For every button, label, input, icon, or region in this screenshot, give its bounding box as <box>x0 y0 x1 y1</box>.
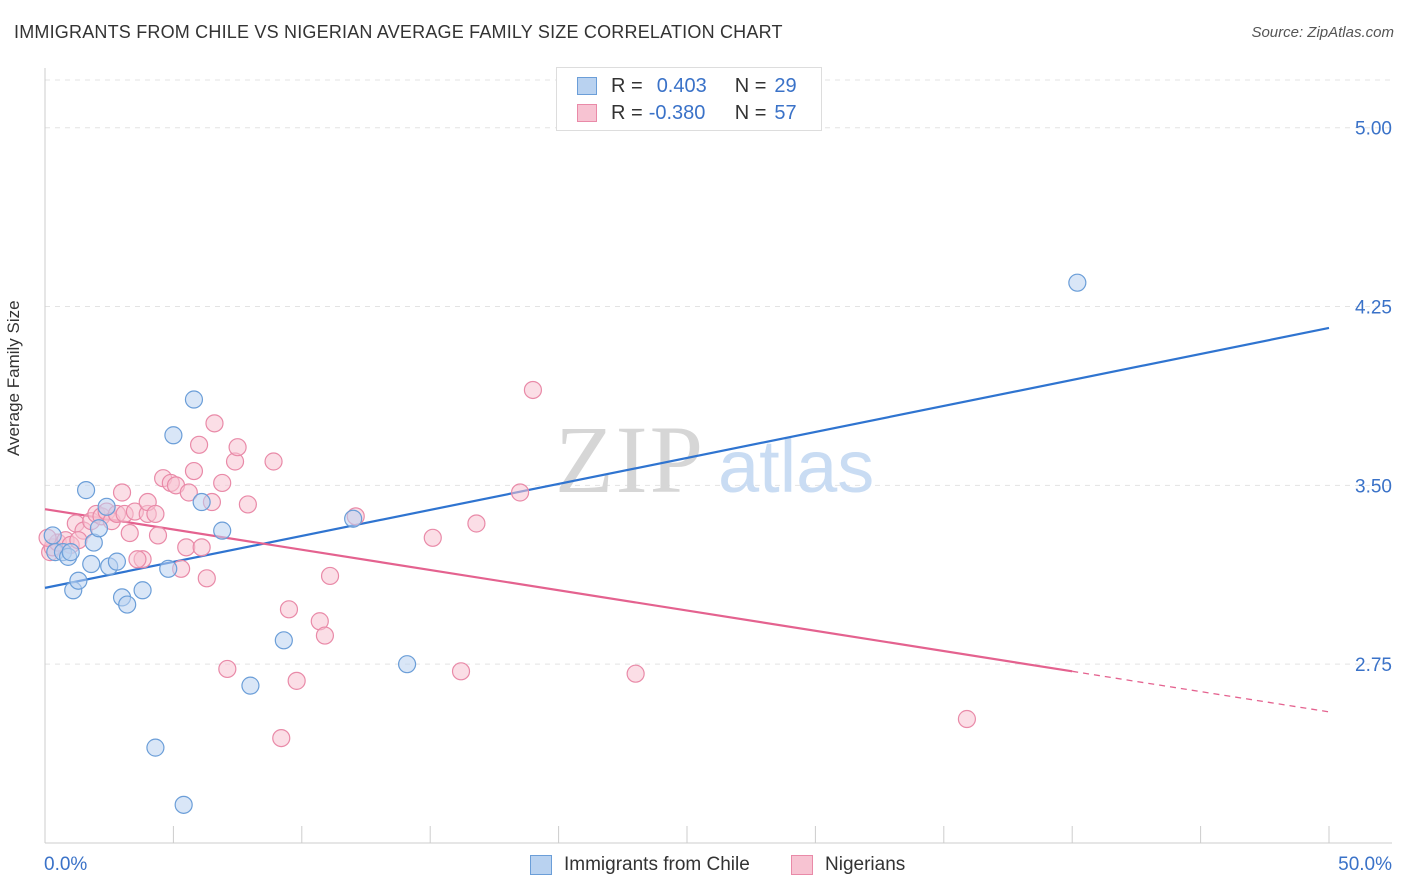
trend-line-nigerians <box>44 508 1073 673</box>
data-point-nigerians <box>213 473 232 493</box>
data-point-nigerians <box>423 528 442 547</box>
chart-title: IMMIGRANTS FROM CHILE VS NIGERIAN AVERAG… <box>14 22 783 42</box>
data-point-nigerians <box>189 435 209 454</box>
grid-lines <box>45 79 1392 665</box>
data-point-nigerians <box>626 664 645 683</box>
series-swatch-nigerians <box>791 855 813 875</box>
data-point-chile <box>1068 273 1087 292</box>
y-axis-label: Average Family Size <box>4 300 23 456</box>
trend-lines <box>44 326 1330 713</box>
data-point-nigerians <box>148 526 168 545</box>
y-tick-label: 4.25 <box>1355 298 1392 319</box>
y-tick-label: 3.50 <box>1355 476 1392 497</box>
legend-n-label: N = <box>734 74 767 97</box>
source-label: Source: ZipAtlas.com <box>1251 24 1394 41</box>
data-point-nigerians <box>320 566 340 586</box>
legend-n-label: N = <box>734 101 767 124</box>
data-point-chile <box>43 526 62 545</box>
data-point-nigerians <box>120 523 139 543</box>
data-point-chile <box>146 738 165 757</box>
legend-row-chile: R = 0.403 N = 29 <box>577 74 797 98</box>
series-legend-chile[interactable]: Immigrants from Chile <box>530 852 750 878</box>
data-point-chile <box>69 571 88 590</box>
data-point-chile <box>274 631 293 650</box>
data-point-chile <box>192 492 211 512</box>
data-point-nigerians <box>957 709 977 729</box>
y-tick-label: 2.75 <box>1355 655 1392 676</box>
data-point-nigerians <box>192 538 211 557</box>
axes <box>44 68 1392 844</box>
legend-row-nigerians: R = -0.380 N = 57 <box>577 101 797 125</box>
data-point-nigerians <box>279 600 299 619</box>
data-point-chile <box>164 426 183 445</box>
data-point-chile <box>133 581 152 600</box>
series-swatch-chile <box>530 855 552 875</box>
data-point-nigerians <box>287 671 306 690</box>
trend-line-chile <box>44 326 1330 589</box>
data-point-nigerians <box>184 461 204 481</box>
data-point-nigerians <box>467 514 486 533</box>
watermark: ZIP atlas <box>555 406 874 513</box>
data-points <box>38 273 1087 814</box>
data-point-nigerians <box>197 569 216 588</box>
data-point-chile <box>344 509 363 528</box>
data-point-nigerians <box>510 483 530 502</box>
watermark-atlas: atlas <box>718 425 874 508</box>
legend-r-label: R = <box>611 74 643 97</box>
legend-swatch-nigerians <box>577 104 597 122</box>
data-point-nigerians <box>146 504 165 524</box>
data-point-nigerians <box>272 728 291 748</box>
data-point-nigerians <box>315 626 335 645</box>
series-legend-nigerians[interactable]: Nigerians <box>791 852 905 878</box>
legend-r-label: R = <box>611 101 643 124</box>
trend-line-nigerians-extension <box>1072 670 1330 713</box>
legend-r-value: 0.403 <box>656 74 707 97</box>
data-point-chile <box>184 390 204 409</box>
data-point-chile <box>82 554 101 574</box>
stats-legend: R = 0.403 N = 29 R = -0.380 N = 57 <box>556 67 822 131</box>
data-point-nigerians <box>177 538 196 557</box>
data-point-nigerians <box>179 483 198 502</box>
legend-r-value: -0.380 <box>648 101 706 124</box>
data-point-chile <box>76 481 96 500</box>
data-point-nigerians <box>451 662 471 681</box>
data-point-chile <box>61 543 80 562</box>
data-point-nigerians <box>128 550 147 569</box>
data-point-chile <box>107 552 127 571</box>
data-point-nigerians <box>112 483 132 502</box>
data-point-nigerians <box>264 452 283 471</box>
x-tick-label: 0.0% <box>44 854 87 875</box>
data-point-chile <box>97 497 116 516</box>
data-point-chile <box>241 676 260 695</box>
series-name-chile: Immigrants from Chile <box>564 854 750 875</box>
data-point-nigerians <box>523 380 543 400</box>
series-name-nigerians: Nigerians <box>825 854 906 875</box>
legend-n-value: 29 <box>774 74 797 97</box>
data-point-nigerians <box>228 438 247 457</box>
data-point-chile <box>118 595 137 614</box>
legend-n-value: 57 <box>774 101 797 124</box>
data-point-nigerians <box>218 659 237 679</box>
data-point-chile <box>89 519 109 538</box>
y-tick-label: 5.00 <box>1355 119 1392 140</box>
data-point-chile <box>159 559 178 578</box>
x-tick-label: 50.0% <box>1338 854 1392 875</box>
data-point-chile <box>174 795 193 814</box>
data-point-chile <box>213 521 232 540</box>
data-point-chile <box>397 655 417 674</box>
tick-labels: 2.75 3.50 4.25 5.00 0.0% 50.0% <box>44 119 1392 875</box>
data-point-nigerians <box>238 495 257 514</box>
data-point-nigerians <box>205 414 224 433</box>
legend-swatch-chile <box>577 77 597 95</box>
